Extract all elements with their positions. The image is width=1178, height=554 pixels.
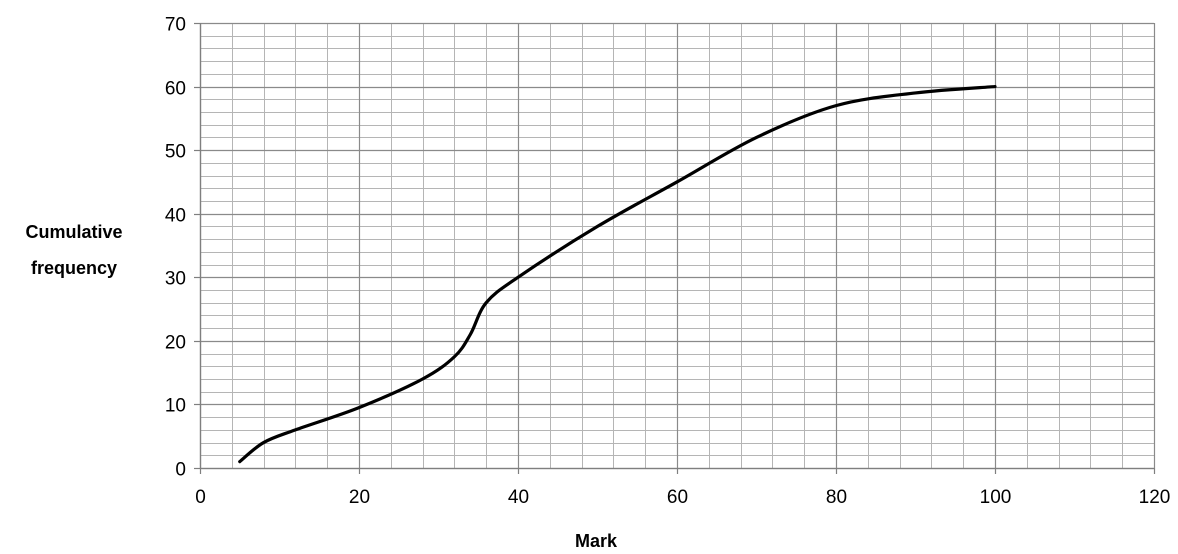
series-layer	[238, 84, 997, 464]
x-tick-label: 80	[826, 487, 847, 508]
y-tick-label: 10	[165, 396, 186, 417]
x-tick-label: 40	[508, 487, 529, 508]
y-tick-label: 60	[165, 79, 186, 100]
x-tick-labels: 0 20 40 60 80 100 120	[195, 487, 1170, 508]
axes	[194, 22, 1156, 474]
major-gridlines	[199, 22, 1156, 470]
x-tick-label: 60	[667, 487, 688, 508]
x-tick-label: 0	[195, 487, 206, 508]
y-tick-label: 30	[165, 269, 186, 290]
cumulative-frequency-curve	[238, 84, 997, 464]
y-axis-title-line-2: frequency	[31, 258, 117, 278]
x-tick-label: 120	[1139, 487, 1171, 508]
y-tick-label: 20	[165, 333, 186, 354]
x-tick-label: 20	[349, 487, 370, 508]
y-tick-label: 50	[165, 142, 186, 163]
y-tick-label: 70	[165, 15, 186, 36]
y-tick-labels: 0 10 20 30 40 50 60 70	[165, 15, 186, 481]
x-tick-label: 100	[980, 487, 1012, 508]
y-axis-title-line-1: Cumulative	[25, 222, 122, 242]
y-tick-label: 40	[165, 206, 186, 227]
y-tick-label: 0	[175, 460, 186, 481]
x-axis-title: Mark	[575, 531, 618, 551]
